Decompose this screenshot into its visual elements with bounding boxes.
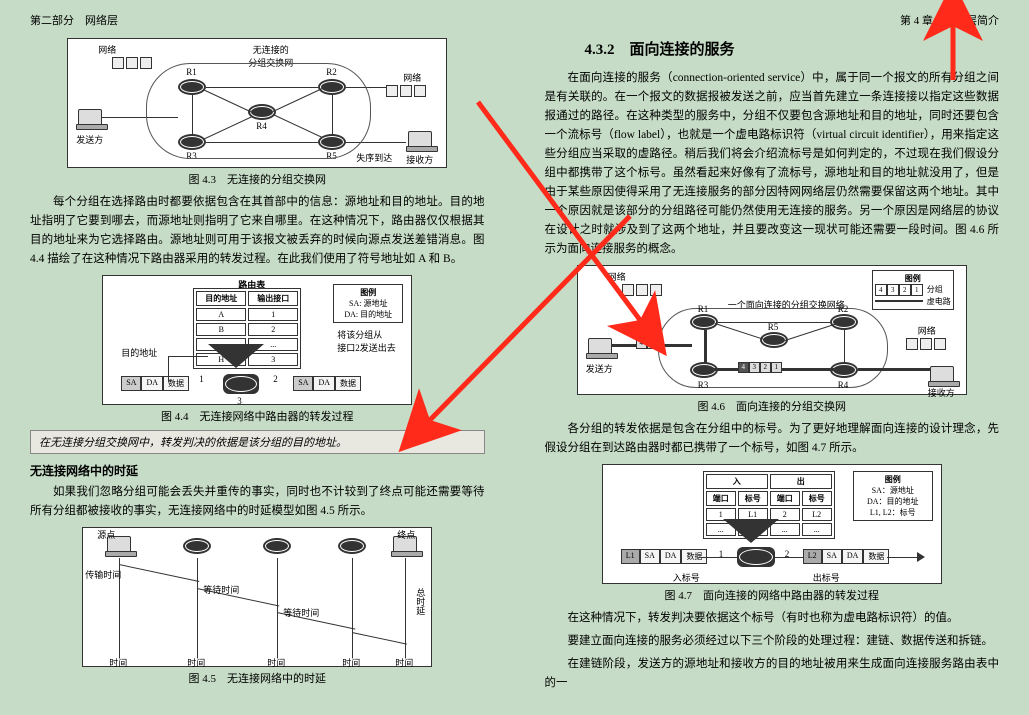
fig45-wait2: 等待时间 (283, 606, 319, 619)
left-para2: 如果我们忽略分组可能会丢失并重传的事实，同时也不计较到了终点可能还需要等待所有分… (30, 483, 485, 521)
fig47-router (737, 547, 775, 567)
receiver-laptop-icon (930, 366, 954, 384)
in-label: 入标号 (673, 571, 700, 584)
network-node (112, 57, 124, 69)
figure-4-3: 网络 无连接的 分组交换网 发送方 R1 R2 R4 R3 R5 (30, 38, 485, 187)
fig44-dest-label: 目的地址 (121, 346, 157, 359)
fig45-router3 (338, 538, 366, 554)
network-node (126, 57, 138, 69)
right-para4: 要建立面向连接的服务必须经过以下三个阶段的处理过程：建链、数据传送和拆链。 (545, 632, 1000, 651)
fig43-caption: 图 4.3 无连接的分组交换网 (30, 171, 485, 187)
fig46-network-label: 网络 (608, 270, 626, 283)
left-page-header: 第二部分 网络层 (30, 12, 485, 28)
fig46-caption: 图 4.6 面向连接的分组交换网 (545, 398, 1000, 414)
fig44-diagram: 路由表 目的地址输出接口 A1 B2 ...... H3 图例 SA: 源地址 … (102, 275, 412, 405)
right-para5: 在建链阶段，发送方的源地址和接收方的目的地址被用来生成面向连接服务路由表中的一 (545, 655, 1000, 693)
fig43-network-label-1: 网络 (98, 43, 116, 56)
router-r1 (690, 314, 718, 330)
fig44-note: 将该分组从 接口2发送出去 (337, 328, 397, 354)
fig46-legend: 图例 4 3 2 1 分组 虚电路 (872, 270, 954, 310)
figure-4-6: 图例 4 3 2 1 分组 虚电路 网络 一个 (545, 265, 1000, 414)
fig43-diagram: 网络 无连接的 分组交换网 发送方 R1 R2 R4 R3 R5 (67, 38, 447, 168)
sender-laptop-icon (588, 338, 612, 356)
right-para1: 在面向连接的服务（connection-oriented service）中，属… (545, 69, 1000, 259)
out-label: 出标号 (813, 571, 840, 584)
fig43-receiver-label: 接收方 (406, 153, 433, 166)
fig43-outoforder-label: 失序到达 (356, 151, 392, 164)
network-node (400, 85, 412, 97)
subsection-delay: 无连接网络中的时延 (30, 462, 485, 479)
right-page: 第 4 章 网络层简介 4.3.2 面向连接的服务 在面向连接的服务（conne… (515, 0, 1029, 712)
output-packet: L2 SA DA 数据 (803, 549, 890, 564)
left-para1: 每个分组在选择路由时都要依据包含在其首部中的信息：源地址和目的地址。目的地址指明… (30, 193, 485, 269)
arrow-icon (917, 552, 925, 562)
fig44-caption: 图 4.4 无连接网络中路由器的转发过程 (30, 408, 485, 424)
fig43-network-label-2: 网络 (403, 71, 421, 84)
receiver-laptop-icon (408, 131, 432, 149)
fig45-router2 (263, 538, 291, 554)
fig45-diagram: 源点 终点 传输时间 等待时间 等待时间 总时延 时间 时间 时间 时间 (82, 527, 432, 667)
fig43-sender-label: 发送方 (76, 133, 103, 146)
fig44-legend: 图例 SA: 源地址 DA: 目的地址 (333, 284, 403, 323)
fig45-source: 源点 (97, 528, 115, 541)
network-node (386, 85, 398, 97)
right-para3: 在这种情况下，转发判决要依据这个标号（有时也称为虚电路标识符）的值。 (545, 609, 1000, 628)
router-r4 (830, 362, 858, 378)
output-packet: SADA数据 (293, 376, 361, 391)
fig47-caption: 图 4.7 面向连接的网络中路由器的转发过程 (545, 587, 1000, 603)
input-packet: L1 SA DA 数据 (621, 549, 708, 564)
highlight-box: 在无连接分组交换网中，转发判决的依据是该分组的目的地址。 (30, 430, 485, 454)
fig47-diagram: 入出 端口标号 端口标号 1L1 2L2 ...... ...... 图例 SA… (602, 464, 942, 584)
network-node (414, 85, 426, 97)
network-node (140, 57, 152, 69)
fig45-caption: 图 4.5 无连接网络中的时延 (30, 670, 485, 686)
funnel-icon (723, 519, 779, 543)
packet-on-path: 4 3 2 1 (738, 362, 782, 373)
funnel-icon (208, 344, 264, 368)
left-page: 第二部分 网络层 网络 无连接的 分组交换网 发送方 R1 R2 R4 R3 R… (0, 0, 515, 712)
network-boundary (146, 63, 371, 159)
fig45-wait1: 等待时间 (203, 583, 239, 596)
fig45-router1 (183, 538, 211, 554)
fig45-tx: 传输时间 (85, 568, 121, 581)
router-r2 (830, 314, 858, 330)
sender-laptop-icon (78, 109, 102, 127)
input-packet: SADA数据 (121, 376, 189, 391)
fig45-dest: 终点 (397, 528, 415, 541)
figure-4-4: 路由表 目的地址输出接口 A1 B2 ...... H3 图例 SA: 源地址 … (30, 275, 485, 424)
figure-4-5: 源点 终点 传输时间 等待时间 等待时间 总时延 时间 时间 时间 时间 (30, 527, 485, 686)
fig45-total: 总时延 (414, 588, 427, 615)
packet-on-path: 4 3 (636, 338, 658, 349)
section-4-3-2: 4.3.2 面向连接的服务 (585, 38, 1000, 59)
fig46-diagram: 图例 4 3 2 1 分组 虚电路 网络 一个 (577, 265, 967, 395)
fig44-router (223, 374, 259, 394)
right-para2: 各分组的转发依据是包含在分组中的标号。为了更好地理解面向连接的设计理念，先假设分… (545, 420, 1000, 458)
fig47-legend: 图例 SA：源地址 DA：目的地址 L1, L2：标号 (853, 471, 933, 521)
right-page-header: 第 4 章 网络层简介 (545, 12, 1000, 28)
figure-4-7: 入出 端口标号 端口标号 1L1 2L2 ...... ...... 图例 SA… (545, 464, 1000, 603)
